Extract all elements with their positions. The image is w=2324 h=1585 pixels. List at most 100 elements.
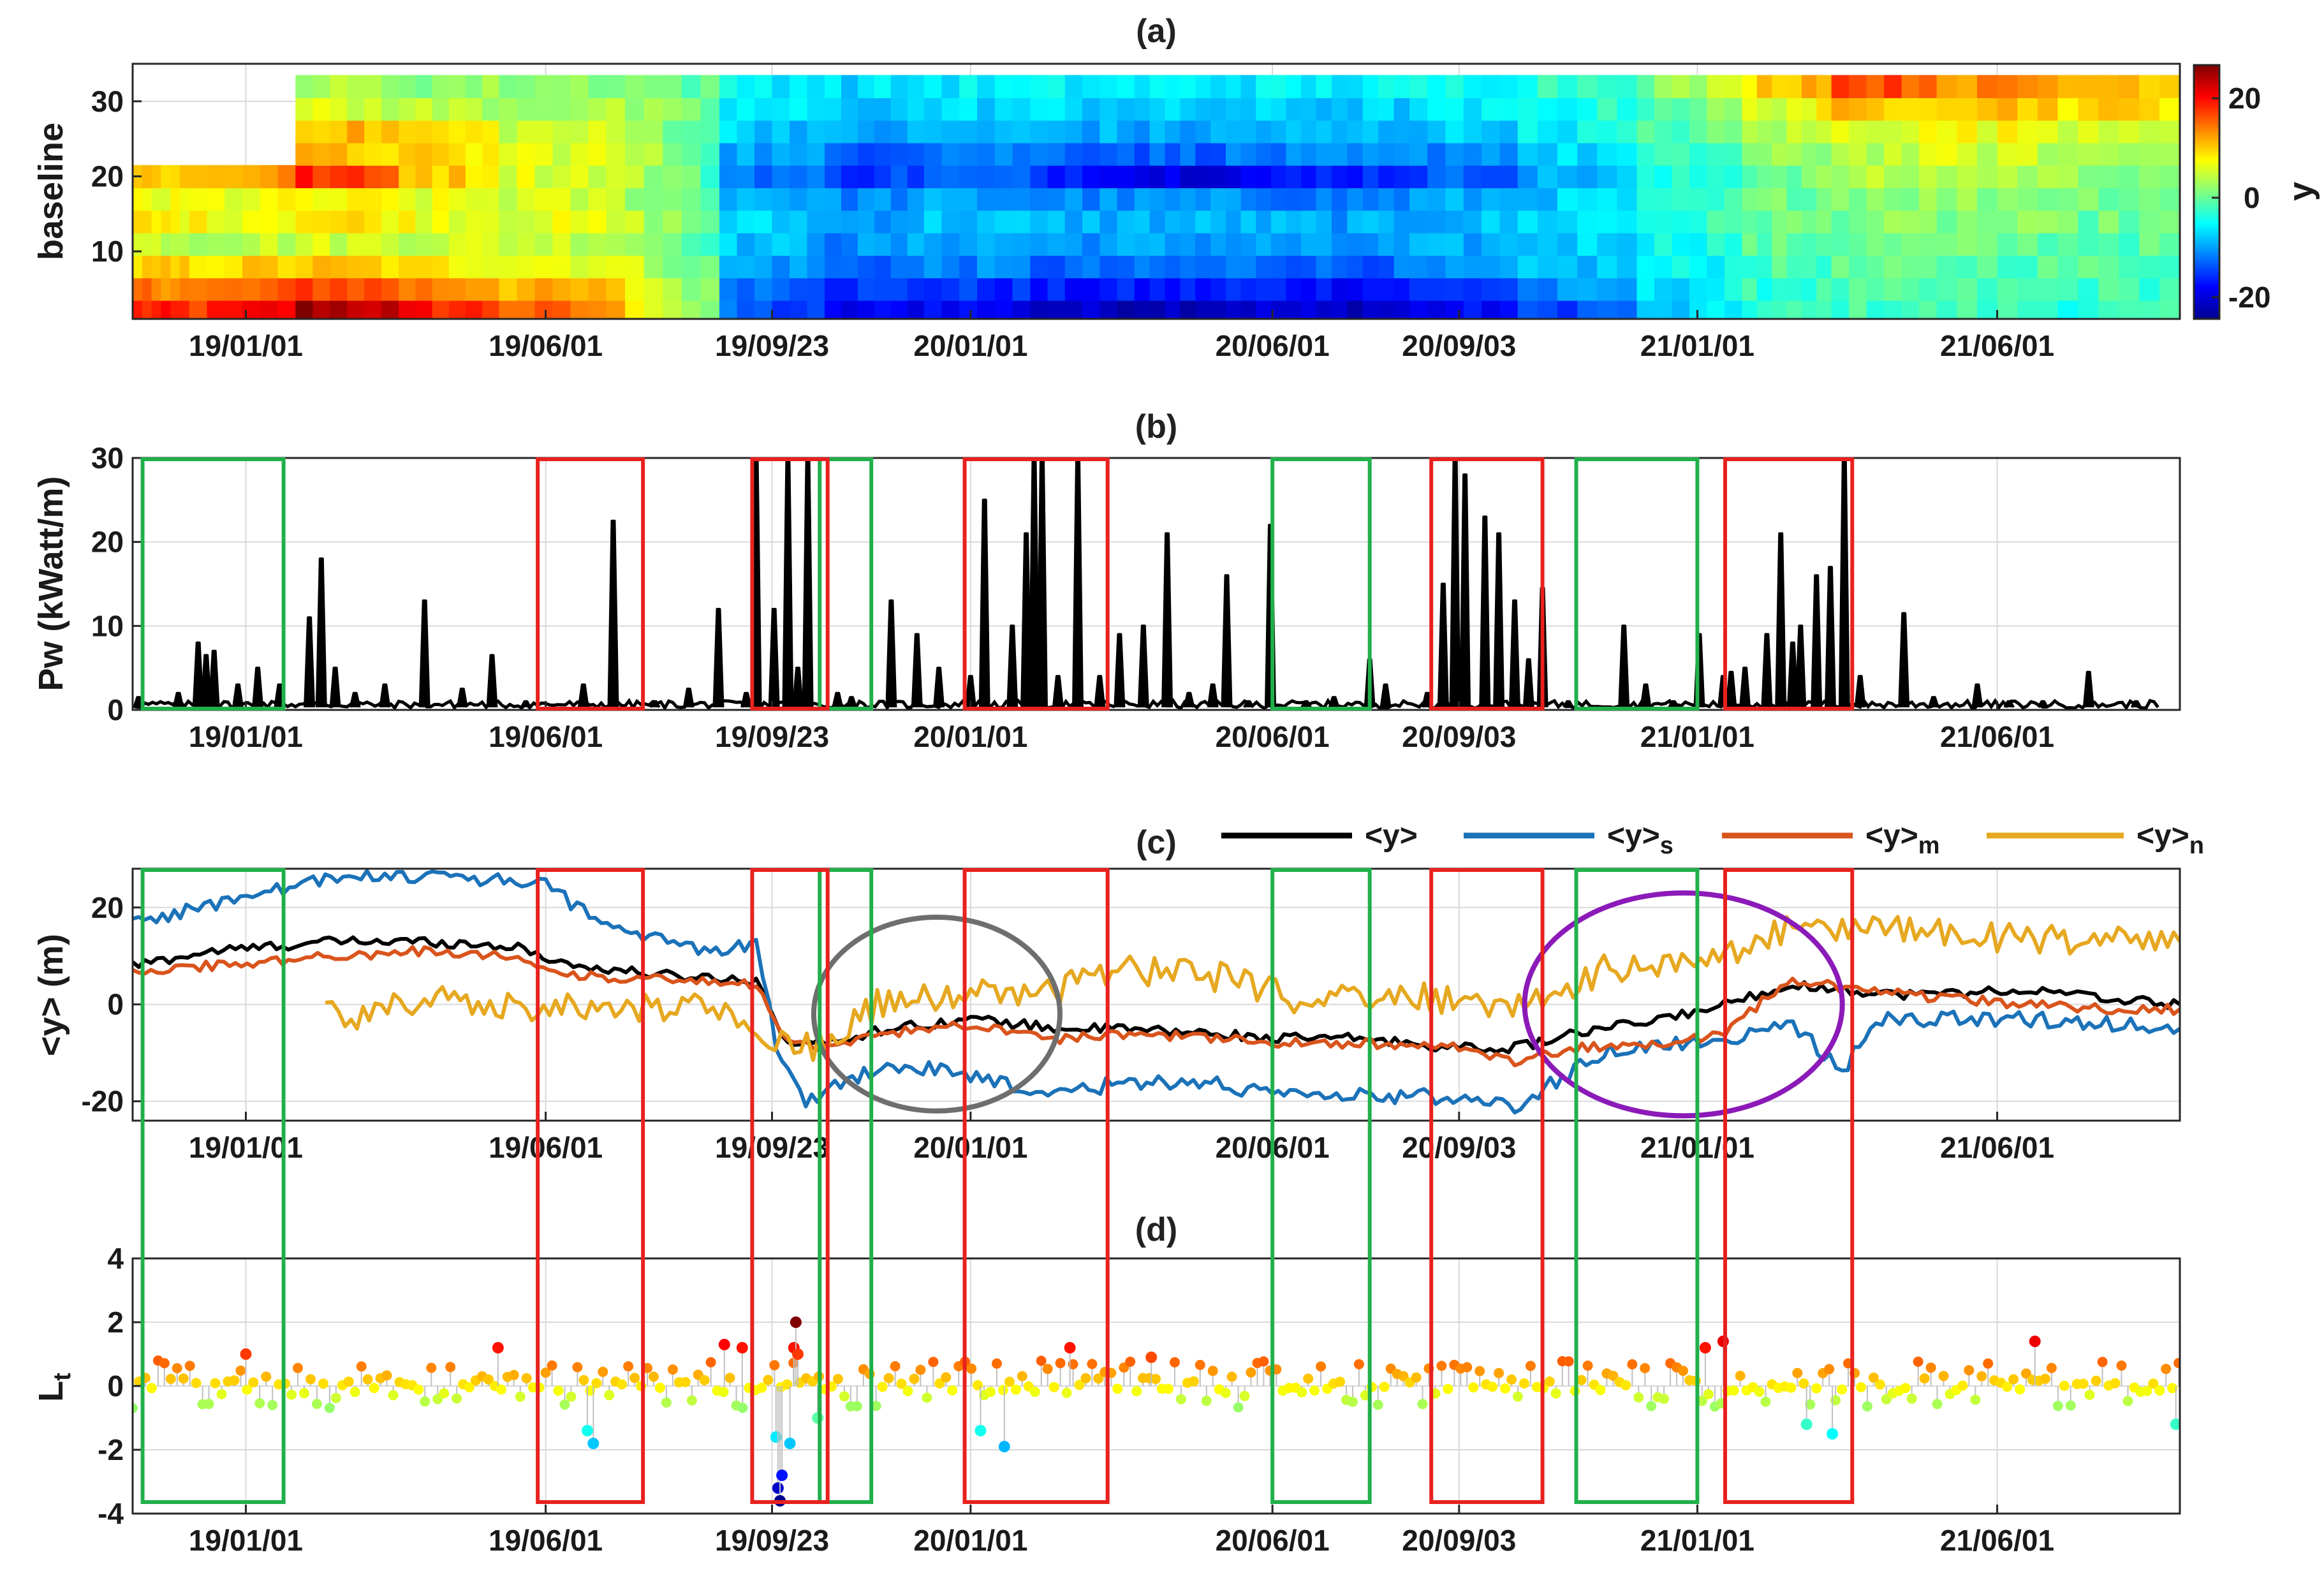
- heatmap-cell: [1064, 120, 1083, 144]
- heatmap-cell: [1332, 277, 1348, 301]
- heatmap-cell: [189, 210, 208, 233]
- heatmap-cell: [1816, 255, 1832, 279]
- heatmap-cell: [977, 75, 996, 98]
- heatmap-cell: [1919, 255, 1938, 279]
- heatmap-cell: [2119, 97, 2140, 121]
- lt-point: [992, 1358, 1002, 1369]
- heatmap-cell: [151, 210, 162, 233]
- heatmap-cell: [552, 232, 571, 256]
- heatmap-cell: [841, 277, 858, 301]
- heatmap-cell: [1537, 97, 1558, 121]
- heatmap-cell: [941, 75, 960, 98]
- panel-d-plot-area: [133, 1316, 2180, 1507]
- lt-point: [654, 1382, 665, 1393]
- lt-point: [1010, 1384, 1021, 1395]
- heatmap-cell: [347, 210, 365, 233]
- heatmap-cell: [295, 188, 314, 211]
- lt-point: [2161, 1364, 2172, 1375]
- heatmap-cell: [700, 97, 721, 121]
- heatmap-cell: [994, 232, 1013, 256]
- heatmap-cell: [1240, 300, 1257, 319]
- heatmap-cell: [179, 232, 190, 256]
- heatmap-cell: [1134, 120, 1151, 144]
- heatmap-cell: [874, 120, 892, 144]
- heatmap-cell: [1884, 75, 1902, 98]
- heatmap-cell: [364, 210, 383, 233]
- lt-point: [1468, 1382, 1479, 1393]
- heatmap-cell: [1347, 120, 1364, 144]
- heatmap-cell: [1849, 97, 1867, 121]
- lt-point: [508, 1369, 519, 1380]
- lt-point: [356, 1361, 367, 1372]
- heatmap-cell: [1672, 142, 1690, 166]
- heatmap-cell: [1689, 232, 1708, 256]
- heatmap-cell: [841, 97, 858, 121]
- lt-point: [1824, 1364, 1835, 1375]
- heatmap-cell: [1463, 188, 1483, 211]
- heatmap-cell: [1180, 165, 1196, 189]
- heatmap-cell: [432, 97, 450, 121]
- heatmap-cell: [2037, 165, 2059, 189]
- heatmap-cell: [1831, 75, 1850, 98]
- heatmap-cell: [499, 120, 518, 144]
- heatmap-cell: [1936, 232, 1958, 256]
- heatmap-cell: [1557, 165, 1578, 189]
- heatmap-cell: [1012, 97, 1031, 121]
- heatmap-cell: [1976, 120, 1998, 144]
- heatmap-cell: [1517, 277, 1538, 301]
- heatmap-cell: [907, 75, 925, 98]
- heatmap-cell: [1445, 232, 1464, 256]
- heatmap-cell: [415, 142, 433, 166]
- heatmap-cell: [754, 142, 773, 166]
- heatmap-cell: [1919, 142, 1938, 166]
- heatmap-cell: [2037, 210, 2059, 233]
- heatmap-cell: [552, 188, 571, 211]
- heatmap-cell: [1849, 165, 1867, 189]
- heatmap-cell: [1240, 165, 1257, 189]
- heatmap-cell: [2139, 75, 2161, 98]
- heatmap-cell: [1786, 277, 1802, 301]
- wave-peak-59: [1493, 532, 1505, 708]
- lt-point: [178, 1373, 189, 1384]
- heatmap-cell: [1672, 232, 1690, 256]
- heatmap-cell: [754, 75, 773, 98]
- heatmap-cell: [2057, 232, 2079, 256]
- heatmap-cell: [1884, 277, 1902, 301]
- heatmap-cell: [2078, 300, 2100, 319]
- heatmap-cell: [1636, 255, 1655, 279]
- wave-peak-13: [418, 599, 430, 708]
- heatmap-cell: [189, 255, 208, 279]
- heatmap-cell: [1047, 120, 1066, 144]
- heatmap-cell: [207, 277, 226, 301]
- heatmap-cell: [466, 255, 483, 279]
- heatmap-cell: [347, 120, 365, 144]
- heatmap-cell: [737, 210, 755, 233]
- heatmap-cell: [1256, 300, 1272, 319]
- heatmap-cell: [1378, 300, 1395, 319]
- heatmap-cell: [1816, 277, 1832, 301]
- heatmap-cell: [295, 210, 314, 233]
- lt-point: [1436, 1360, 1447, 1371]
- heatmap-cell: [1636, 210, 1655, 233]
- heatmap-cell: [1347, 255, 1364, 279]
- heatmap-cell: [1636, 75, 1655, 98]
- heatmap-cell: [857, 165, 875, 189]
- heatmap-cell: [179, 188, 190, 211]
- heatmap-cell: [347, 97, 365, 121]
- heatmap-cell: [1195, 300, 1212, 319]
- heatmap-cell: [207, 300, 226, 319]
- heatmap-cell: [1636, 232, 1655, 256]
- heatmap-cell: [825, 232, 842, 256]
- panel-c-xtick-label-0: 19/01/01: [189, 1131, 303, 1164]
- lt-point: [1976, 1371, 1987, 1382]
- heatmap-cell: [1082, 210, 1101, 233]
- heatmap-cell: [941, 120, 960, 144]
- heatmap-cell: [466, 277, 483, 301]
- heatmap-cell: [1180, 97, 1196, 121]
- panel-b-wave-power: 19/01/01 19/06/01 19/09/23 20/01/01 20/06/01…: [91, 441, 2181, 753]
- heatmap-cell: [151, 188, 162, 211]
- heatmap-cell: [1831, 255, 1850, 279]
- heatmap-cell: [1165, 120, 1181, 144]
- lt-point: [2167, 1383, 2178, 1394]
- storm-window-red-0-b: [536, 457, 645, 711]
